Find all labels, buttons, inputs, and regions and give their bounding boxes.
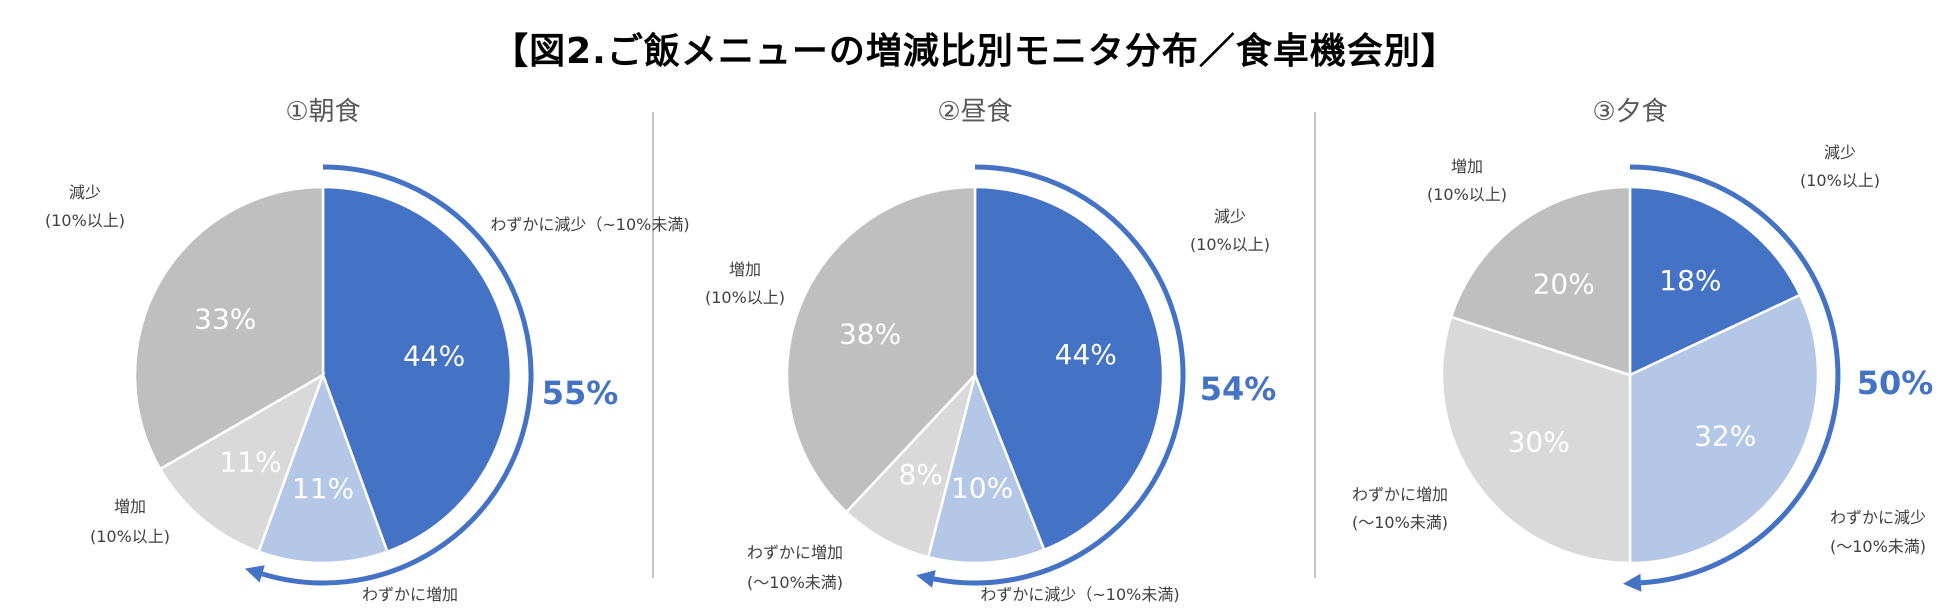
chart-1-decrease-arrowhead xyxy=(245,565,265,583)
chart-3-slice-4-sublabel: (10%以上) xyxy=(1427,185,1507,204)
chart-1-slice-1 xyxy=(321,185,513,554)
chart-1-slice-4-label: 増加 xyxy=(114,497,146,516)
chart-3-slice-2-label: わずかに減少 xyxy=(1830,508,1926,527)
chart-2-slice-2 xyxy=(926,370,1046,565)
chart-2-slice-4-label: 増加 xyxy=(729,260,761,279)
chart-3-slice-4 xyxy=(1449,185,1632,377)
chart-3-slice-2-sublabel: (～10%未満) xyxy=(1830,537,1926,556)
chart-3-slice-1 xyxy=(1628,185,1802,377)
chart-2-title: ②昼食 xyxy=(937,97,1012,127)
chart-2-slice-3-sublabel: (～10%未満) xyxy=(747,573,843,592)
chart-2-slice-4-sublabel: (10%以上) xyxy=(705,288,785,307)
chart-3-slice-1-value: 18% xyxy=(1659,264,1721,297)
chart-1-slice-3-value: 11% xyxy=(219,445,281,478)
chart-3-slice-1-sublabel: (10%以上) xyxy=(1800,171,1880,190)
chart-3-slice-4-value: 20% xyxy=(1533,268,1595,301)
chart-3-slice-3-sublabel: (～10%未満) xyxy=(1352,513,1448,532)
chart-1-slice-1-value: 44% xyxy=(403,339,465,372)
chart-1-slice-2-label: わずかに減少（~10%未満) xyxy=(490,215,689,234)
chart-2-slice-3 xyxy=(844,374,977,559)
chart-2-slice-1-value: 44% xyxy=(1055,338,1117,371)
chart-2-decrease-arrowhead xyxy=(916,570,936,588)
chart-3-decrease-total: 50% xyxy=(1857,364,1934,402)
chart-1-slice-3 xyxy=(158,372,326,554)
chart-3-slice-2-value: 32% xyxy=(1694,419,1756,452)
chart-3-slice-3-label: わずかに増加 xyxy=(1352,485,1448,504)
chart-2-slice-2-label: わずかに減少（~10%未満) xyxy=(980,585,1179,604)
chart-3-decrease-arc xyxy=(1629,164,1841,586)
chart-2-decrease-arc xyxy=(933,164,1186,586)
chart-2-slice-1 xyxy=(973,185,1165,552)
chart-3-slice-3-value: 30% xyxy=(1508,425,1570,458)
figure-title: 【図2.ご飯メニューの増減比別モニタ分布／食卓機会別】 xyxy=(492,31,1458,72)
chart-1-decrease-arc xyxy=(261,164,534,586)
chart-2-slice-4-value: 38% xyxy=(839,318,901,351)
chart-2-slice-2-value: 10% xyxy=(951,472,1013,505)
chart-3-slice-1-label: 減少 xyxy=(1824,143,1856,162)
chart-2-slice-4 xyxy=(785,185,977,514)
chart-3-decrease-arrowhead xyxy=(1622,573,1642,592)
chart-1-slice-4-sublabel: (10%以上) xyxy=(90,527,170,546)
chart-1-slice-2 xyxy=(257,371,389,565)
chart-2-slice-3-value: 8% xyxy=(898,458,942,491)
chart-2-decrease-total: 54% xyxy=(1200,370,1277,408)
chart-1-slice-1-label: 減少 xyxy=(69,183,101,202)
chart-1-slice-2-value: 11% xyxy=(292,472,354,505)
chart-1-title: ①朝食 xyxy=(285,97,360,127)
chart-2-slice-3-label: わずかに増加 xyxy=(747,543,843,562)
chart-1-slice-4-value: 33% xyxy=(194,303,256,336)
chart-2-slice-1-label: 減少 xyxy=(1214,207,1246,226)
chart-3-slice-3 xyxy=(1440,315,1632,565)
chart-1-decrease-total: 55% xyxy=(542,374,619,412)
chart-3-slice-2 xyxy=(1628,293,1820,565)
chart-2-slice-1-sublabel: (10%以上) xyxy=(1190,235,1270,254)
chart-3-slice-4-label: 増加 xyxy=(1451,157,1483,176)
chart-1-slice-1-sublabel: (10%以上) xyxy=(45,211,125,230)
chart-3-title: ③夕食 xyxy=(1592,97,1667,127)
chart-1-slice-3-label: わずかに増加 xyxy=(362,585,458,604)
chart-1-slice-4 xyxy=(133,185,325,471)
